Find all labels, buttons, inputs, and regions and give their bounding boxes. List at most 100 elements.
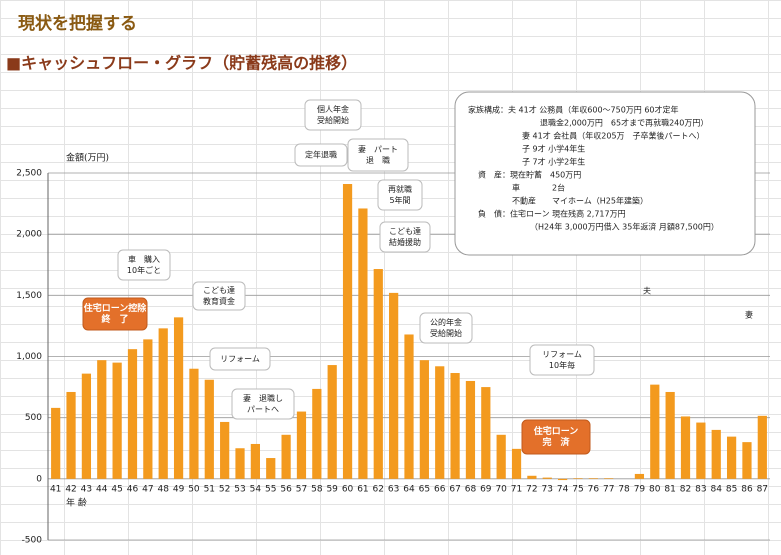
bar xyxy=(665,391,675,479)
bar xyxy=(250,443,260,479)
x-tick-label: 87 xyxy=(757,484,768,494)
callout xyxy=(377,179,423,211)
callout xyxy=(304,99,362,131)
annotation: 再就職 xyxy=(388,184,412,194)
x-tick-label: 44 xyxy=(96,484,108,494)
info-line: 不動産 マイホーム（H25年建築） xyxy=(512,196,648,206)
bar xyxy=(173,317,184,479)
bar xyxy=(51,407,61,479)
bar xyxy=(235,448,245,479)
callout-highlight xyxy=(521,419,591,455)
callout xyxy=(419,312,473,344)
bar xyxy=(81,373,92,479)
annotation: 教育資金 xyxy=(203,296,235,306)
info-line: （H24年 3,000万円借入 35年返済 月額87,500円） xyxy=(530,222,719,232)
bar xyxy=(527,475,537,479)
x-tick-label: 60 xyxy=(342,484,354,494)
annotation: 個人年金 xyxy=(317,104,349,114)
annotation: 退 職 xyxy=(366,156,390,165)
x-tick-label: 58 xyxy=(311,484,323,494)
callout xyxy=(209,347,271,371)
bar xyxy=(358,208,368,479)
bar xyxy=(496,434,506,479)
bar xyxy=(511,448,522,479)
info-line: 子 9才 小学4年生 xyxy=(522,144,585,154)
callout-highlight xyxy=(82,297,148,331)
info-line: 退職金2,000万円 65才まで再就職240万円） xyxy=(540,118,708,128)
y-tick-label: 0 xyxy=(36,474,42,484)
y-tick-label: 1,000 xyxy=(16,352,42,362)
bar xyxy=(742,442,752,479)
bar xyxy=(312,388,322,479)
x-tick-label: 54 xyxy=(250,484,262,494)
x-tick-label: 47 xyxy=(142,484,153,494)
x-tick-label: 85 xyxy=(726,484,737,494)
bar xyxy=(342,184,353,479)
x-tick-label: 71 xyxy=(511,484,522,494)
x-tick-label: 69 xyxy=(480,484,492,494)
callout xyxy=(231,388,295,420)
x-tick-label: 55 xyxy=(265,484,276,494)
bar xyxy=(389,292,399,479)
annotation: 結婚援助 xyxy=(389,237,421,247)
x-tick-label: 66 xyxy=(434,484,446,494)
callout xyxy=(192,281,246,311)
x-tick-label: 43 xyxy=(81,484,92,494)
bar xyxy=(204,379,214,479)
y-axis-label: 金額(万円) xyxy=(66,152,109,164)
bar xyxy=(680,416,691,479)
info-line: 子 7才 小学2年生 xyxy=(522,157,585,167)
annotation: 公的年金 xyxy=(430,317,462,327)
bar xyxy=(66,391,76,479)
bar xyxy=(266,458,276,479)
x-tick-label: 82 xyxy=(680,484,691,494)
bar xyxy=(757,415,767,479)
x-axis-label: 年 齢 xyxy=(66,497,87,509)
annotation: 妻 xyxy=(745,310,753,320)
x-tick-label: 45 xyxy=(111,484,122,494)
annotation: 住宅ローン xyxy=(534,425,579,437)
x-tick-label: 84 xyxy=(711,484,723,494)
bar xyxy=(650,384,660,479)
callout xyxy=(347,138,409,172)
bar xyxy=(112,362,122,479)
bar xyxy=(143,339,153,479)
x-tick-label: 61 xyxy=(357,484,368,494)
x-tick-label: 74 xyxy=(557,484,569,494)
annotation: 夫 xyxy=(643,286,651,296)
x-tick-label: 46 xyxy=(127,484,139,494)
x-tick-label: 57 xyxy=(296,484,307,494)
annotation: 妻 パート xyxy=(358,144,398,154)
y-tick-label: 1,500 xyxy=(16,291,42,301)
x-tick-label: 75 xyxy=(572,484,583,494)
x-tick-label: 49 xyxy=(173,484,185,494)
bar xyxy=(127,349,138,479)
x-tick-label: 86 xyxy=(741,484,753,494)
callout xyxy=(379,221,431,253)
x-tick-label: 68 xyxy=(465,484,477,494)
annotation: パートへ xyxy=(247,405,279,414)
bar xyxy=(465,380,476,479)
y-tick-label: -500 xyxy=(22,536,43,546)
info-line: 妻 41才 会社員（年収205万 子卒業後パートへ） xyxy=(522,131,705,141)
x-tick-label: 70 xyxy=(495,484,507,494)
x-tick-label: 78 xyxy=(618,484,630,494)
y-tick-label: 500 xyxy=(25,413,42,423)
callout xyxy=(529,344,595,376)
info-line: 車 2台 xyxy=(512,183,565,193)
x-tick-label: 64 xyxy=(403,484,415,494)
callout xyxy=(117,249,171,281)
x-tick-label: 67 xyxy=(449,484,460,494)
bar xyxy=(435,366,445,479)
bar xyxy=(281,434,291,479)
bar xyxy=(97,360,107,479)
bar xyxy=(696,422,706,479)
bar xyxy=(481,387,491,479)
x-tick-label: 77 xyxy=(603,484,614,494)
x-tick-label: 79 xyxy=(634,484,646,494)
annotation: 住宅ローン控除 xyxy=(84,302,148,314)
y-tick-label: 2,000 xyxy=(16,230,42,240)
annotation: こども達 xyxy=(389,226,421,236)
